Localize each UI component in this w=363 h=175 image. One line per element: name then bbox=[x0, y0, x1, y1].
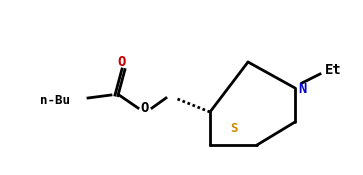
Text: Et: Et bbox=[325, 63, 342, 77]
Text: S: S bbox=[230, 121, 238, 135]
Text: N: N bbox=[298, 82, 306, 96]
Text: O: O bbox=[141, 101, 149, 115]
Text: O: O bbox=[118, 55, 126, 69]
Text: n-Bu: n-Bu bbox=[40, 93, 70, 107]
